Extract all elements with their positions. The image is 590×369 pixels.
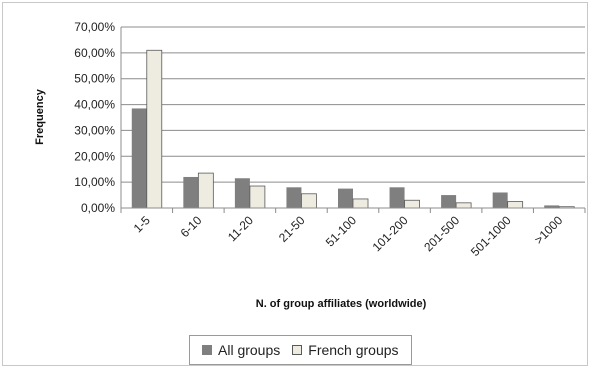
bar-all-groups [286,187,302,208]
bar-french-groups [197,172,214,209]
x-tick-label: 6-10 [178,213,205,240]
bars [131,49,575,209]
bar-all-groups [492,192,508,208]
y-tick-label: 20,00% [74,149,115,163]
x-tick-label: 101-200 [370,213,411,254]
x-tick-label: 21-50 [276,213,308,245]
x-tick-label: 51-100 [323,213,360,250]
x-tick-labels: 1-5 6-10 11-20 21-50 51-100 101-200 201-500 501… [131,213,566,259]
x-tick-label: 501-1000 [468,213,514,259]
x-tick-label: 201-500 [421,213,462,254]
legend-swatch-all-groups [202,345,212,355]
x-tick-label: 1-5 [131,213,153,235]
bar-french-groups [352,198,369,209]
chart-frame: 0,00% 10,00% 20,00% 30,00% 40,00% 50,00% 60,00… [2,2,588,366]
bar-french-groups [507,201,524,209]
y-tick-label: 10,00% [74,175,115,189]
gridlines [121,26,585,183]
y-tick-label: 40,00% [74,98,115,112]
axes [120,27,586,213]
y-tick-label: 0,00% [81,201,115,215]
legend: All groups French groups [189,335,412,365]
x-axis-title: N. of group affiliates (worldwide) [256,298,427,310]
y-axis-title: Frequency [34,88,46,145]
bar-all-groups [183,176,199,208]
legend-label-all-groups: All groups [218,342,281,358]
legend-label-french-groups: French groups [308,342,399,358]
y-tick-label: 70,00% [74,20,115,34]
bar-french-groups [404,199,420,209]
bar-french-groups [249,185,266,209]
x-tick-label: 11-20 [225,213,256,244]
y-tick-labels: 0,00% 10,00% 20,00% 30,00% 40,00% 50,00% 60,00… [74,20,115,215]
bar-all-groups [131,108,147,208]
y-tick-label: 30,00% [74,123,115,137]
bar-all-groups [544,205,560,208]
bar-all-groups [441,195,457,208]
bar-french-groups [146,49,163,209]
x-tick-label: >1000 [532,213,566,247]
legend-swatch-french-groups [292,345,303,355]
bar-french-groups [455,202,472,209]
bar-all-groups [234,178,250,208]
legend-item-all-groups: All groups [202,342,280,358]
bar-french-groups [301,193,317,209]
bar-all-groups [338,188,353,208]
y-tick-label: 50,00% [74,72,115,86]
y-tick-label: 60,00% [74,46,115,60]
bar-all-groups [389,187,405,208]
legend-item-french-groups: French groups [292,342,399,358]
bar-chart: 0,00% 10,00% 20,00% 30,00% 40,00% 50,00% 60,00… [34,20,586,310]
